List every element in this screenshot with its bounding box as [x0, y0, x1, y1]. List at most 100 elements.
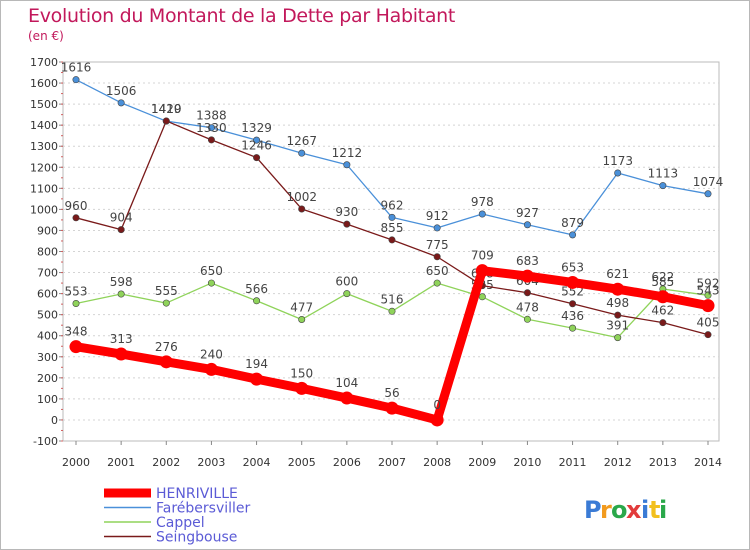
series-segment: [436, 213, 483, 229]
data-label: 1420: [151, 102, 182, 116]
data-point: [343, 220, 351, 228]
x-tick-label: 2012: [604, 456, 632, 469]
data-point: [611, 282, 625, 296]
y-tick-label: 600: [37, 288, 58, 301]
series-segment: [568, 277, 623, 294]
series-segment: [301, 152, 348, 166]
data-label: 962: [381, 198, 404, 212]
series-segment: [571, 172, 619, 236]
y-tick-label: 1100: [30, 182, 58, 195]
y-tick-label: -100: [33, 435, 58, 448]
series-segment: [571, 327, 619, 339]
data-point: [298, 205, 306, 213]
data-label: 276: [155, 340, 178, 354]
x-tick-label: 2010: [513, 456, 541, 469]
logo-letter: i: [641, 496, 649, 524]
data-label: 960: [65, 199, 88, 213]
data-label: 477: [290, 301, 313, 315]
data-label: 391: [606, 319, 629, 333]
data-label: 1246: [241, 139, 272, 153]
data-label: 585: [651, 275, 674, 289]
series-segment: [75, 293, 122, 305]
data-label: 462: [651, 304, 674, 318]
data-point: [298, 149, 306, 157]
legend-label: HENRIVILLE: [156, 486, 238, 502]
data-label: 478: [516, 300, 539, 314]
data-label: 855: [381, 221, 404, 235]
x-tick-label: 2009: [468, 456, 496, 469]
data-label: 1419: [151, 102, 182, 116]
data-point: [385, 401, 399, 415]
series-segment: [387, 403, 442, 425]
series-segment: [206, 364, 262, 384]
y-tick-label: 900: [37, 224, 58, 237]
x-tick-label: 2013: [649, 456, 677, 469]
x-tick-label: 2004: [243, 456, 271, 469]
data-point: [343, 290, 351, 298]
series-segment: [120, 102, 167, 122]
data-label: 912: [426, 209, 449, 223]
data-point: [162, 117, 170, 125]
data-label: 348: [65, 325, 88, 339]
data-label: 621: [606, 267, 629, 281]
data-point: [207, 136, 215, 144]
data-point: [72, 76, 80, 84]
data-label: 650: [200, 264, 223, 278]
data-label: 150: [290, 366, 313, 380]
data-point: [433, 279, 441, 287]
y-tick-label: 400: [37, 330, 58, 343]
data-label: 566: [245, 282, 268, 296]
data-label: 709: [471, 249, 494, 263]
data-label: 498: [606, 296, 629, 310]
data-point: [114, 347, 128, 361]
series-segment: [481, 296, 529, 320]
data-point: [520, 269, 534, 283]
series-segment: [255, 300, 303, 321]
series-segment: [617, 314, 664, 324]
data-label: 622: [651, 270, 674, 284]
legend-label: Farébersviller: [156, 501, 251, 517]
data-label: 598: [110, 275, 133, 289]
data-point: [704, 331, 712, 339]
series-segment: [432, 266, 487, 425]
series-segment: [346, 223, 393, 241]
data-point: [523, 315, 531, 323]
data-point: [569, 231, 577, 239]
logo-letter: x: [626, 496, 642, 524]
series-segment: [120, 120, 167, 231]
data-label: 1329: [241, 121, 272, 135]
chart-title: Evolution du Montant de la Dette par Hab…: [28, 5, 456, 27]
data-point: [701, 299, 715, 313]
series-segment: [481, 213, 529, 226]
y-tick-label: 1300: [30, 140, 58, 153]
data-point: [566, 275, 580, 289]
series-segment: [481, 284, 529, 294]
series-2: 553 598 555 650 566 477 600 516 650 585 478 436 391 6…: [65, 264, 719, 342]
series-segment: [391, 282, 438, 312]
data-point: [117, 290, 125, 298]
data-point: [253, 136, 261, 144]
legend-label: Seingbouse: [156, 530, 237, 546]
data-label: 313: [110, 332, 133, 346]
y-tick-label: 0: [51, 414, 58, 427]
data-point: [569, 300, 577, 308]
data-point: [204, 362, 218, 376]
series-segment: [301, 208, 348, 225]
data-point: [298, 316, 306, 324]
series-segment: [526, 318, 574, 329]
data-point: [250, 372, 264, 386]
logo-letter: o: [611, 496, 628, 524]
series-segment: [165, 120, 213, 129]
data-point: [523, 221, 531, 229]
data-point: [478, 210, 486, 218]
series-segment: [161, 357, 216, 374]
series-segment: [391, 216, 438, 229]
data-label: 683: [516, 254, 539, 268]
data-point: [72, 300, 80, 308]
data-label: 1002: [286, 190, 317, 204]
data-point: [659, 182, 667, 190]
y-tick-label: 300: [37, 351, 58, 364]
data-point: [475, 264, 489, 278]
data-label: 653: [561, 260, 584, 274]
